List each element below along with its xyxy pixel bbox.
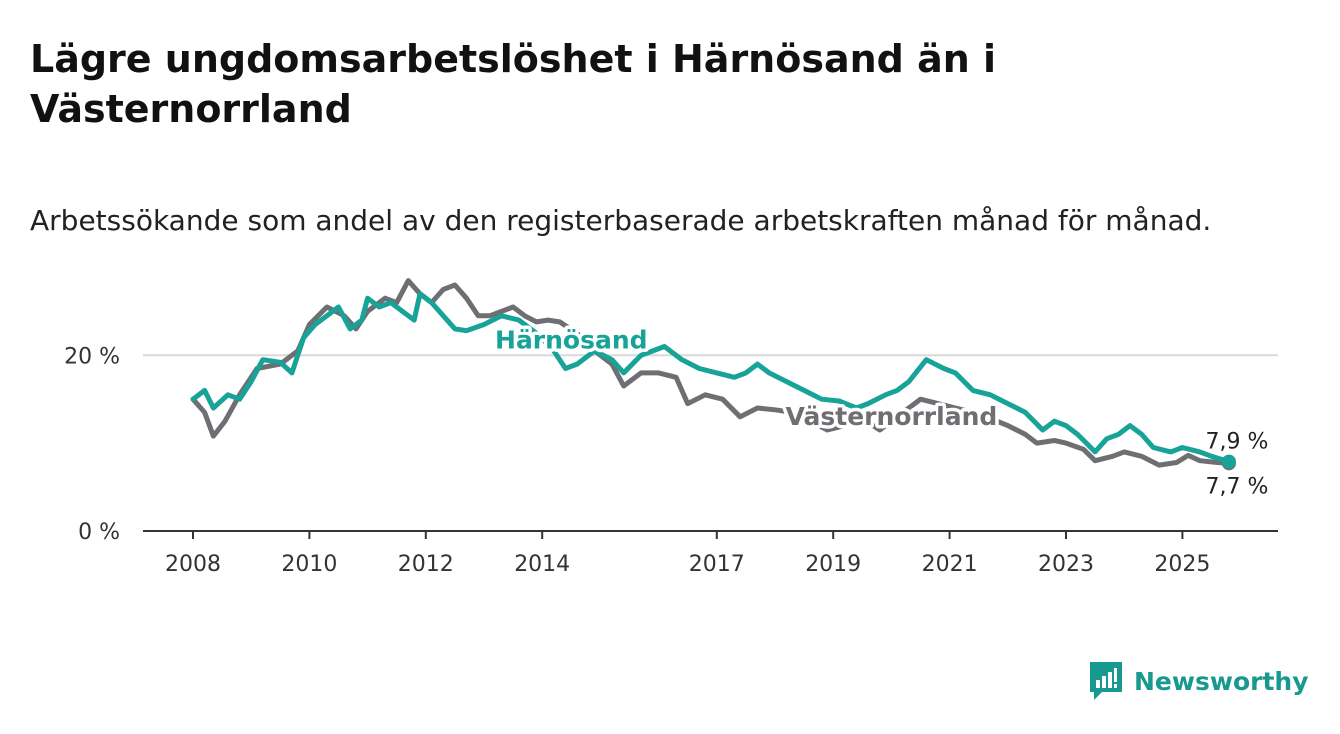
y-tick-label: 0 % — [78, 520, 120, 545]
series-line-harnosand — [190, 291, 1232, 465]
x-tick-label: 2019 — [805, 552, 861, 577]
newsworthy-brand[interactable]: Newsworthy — [1088, 660, 1309, 702]
x-tick-label: 2023 — [1038, 552, 1094, 577]
end-point-harnosand — [1221, 454, 1236, 469]
page-title: Lägre ungdomsarbetslöshet i Härnösand än… — [30, 37, 997, 131]
x-tick-label: 2014 — [514, 552, 570, 577]
x-tick-label: 2017 — [689, 552, 745, 577]
x-tick-label: 2008 — [165, 552, 221, 577]
x-tick-label: 2010 — [281, 552, 337, 577]
end-label-vasternorrland: 7,7 % — [1206, 474, 1269, 499]
x-tick-label: 2025 — [1154, 552, 1210, 577]
x-tick-label: 2021 — [922, 552, 978, 577]
brand-name: Newsworthy — [1134, 666, 1309, 696]
y-tick-label: 20 % — [64, 344, 120, 369]
series-label-vasternorrland: Västernorrland — [786, 402, 998, 431]
end-label-harnosand: 7,9 % — [1206, 430, 1269, 455]
chart-subtitle: Arbetssökande som andel av den registerb… — [30, 204, 1212, 237]
x-tick-label: 2012 — [398, 552, 454, 577]
series-label-harnosand: Härnösand — [495, 325, 648, 354]
newsworthy-logo-icon — [1090, 662, 1122, 700]
